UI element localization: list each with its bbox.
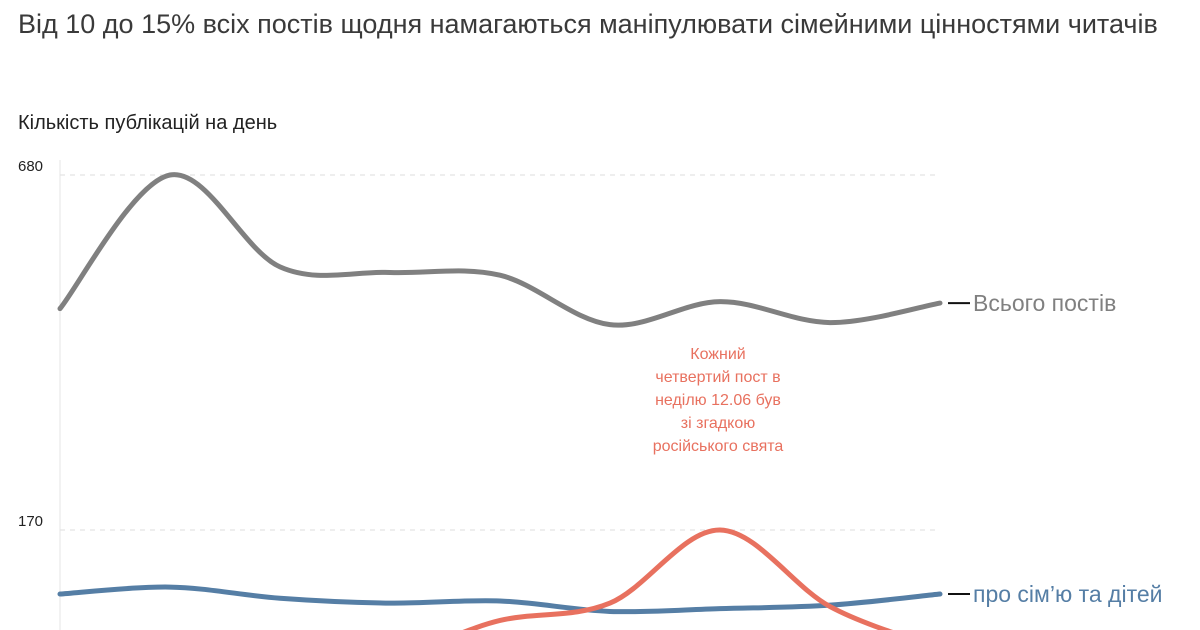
series-line-1: [57, 172, 943, 328]
grid: [59, 160, 940, 630]
series-label-1: Всього постів: [948, 290, 1116, 316]
series-label-2: про сім’ю та дітей: [948, 581, 1163, 607]
series-label-text: про сім’ю та дітей: [973, 581, 1163, 607]
annotations: Кожний четвертий пост в неділю 12.06 був зі…: [653, 346, 784, 455]
annotation-line: зі згадкою: [681, 415, 755, 432]
chart-subtitle: Кількість публікацій на день: [18, 112, 278, 134]
y-axis-ticks: 170 680: [18, 158, 43, 530]
annotation: Кожний четвертий пост в неділю 12.06 був зі…: [653, 346, 784, 455]
series-line-3: [462, 527, 894, 630]
chart-title: Від 10 до 15% всіх постів щодня намагают…: [18, 9, 1158, 39]
series-lines: [57, 172, 943, 630]
annotation-line: російського свята: [653, 438, 784, 455]
annotation-line: четвертий пост в: [655, 369, 780, 386]
y-tick-label: 680: [18, 158, 43, 175]
series-line-2: [57, 584, 943, 615]
y-tick-label: 170: [18, 513, 43, 530]
annotation-line: неділю 12.06 був: [655, 392, 781, 409]
annotation-line: Кожний: [690, 346, 745, 363]
series-labels: Всього постів про сім’ю та дітей: [948, 290, 1163, 607]
series-label-text: Всього постів: [973, 290, 1116, 316]
